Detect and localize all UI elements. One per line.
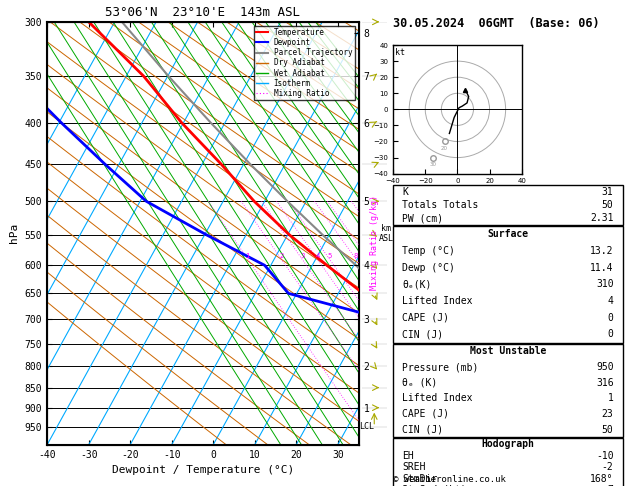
Text: Lifted Index: Lifted Index [403, 296, 473, 306]
Text: 30.05.2024  06GMT  (Base: 06): 30.05.2024 06GMT (Base: 06) [393, 17, 599, 30]
Text: 4: 4 [315, 253, 320, 260]
Text: 5: 5 [328, 253, 332, 260]
Y-axis label: hPa: hPa [9, 223, 19, 243]
Text: 4: 4 [608, 296, 613, 306]
Text: -2: -2 [602, 462, 613, 472]
Text: 0: 0 [608, 330, 613, 339]
Text: SREH: SREH [403, 462, 426, 472]
Text: 2.31: 2.31 [590, 213, 613, 224]
Text: 7: 7 [608, 485, 613, 486]
Text: Most Unstable: Most Unstable [470, 347, 546, 356]
Text: 168°: 168° [590, 473, 613, 484]
Text: 1: 1 [246, 253, 250, 260]
Text: Dewp (°C): Dewp (°C) [403, 262, 455, 273]
Text: 50: 50 [602, 425, 613, 434]
Text: 3: 3 [300, 253, 304, 260]
Text: K: K [403, 187, 408, 197]
Text: 1: 1 [608, 393, 613, 403]
Text: 23: 23 [602, 409, 613, 419]
Text: 950: 950 [596, 362, 613, 372]
Text: Pressure (mb): Pressure (mb) [403, 362, 479, 372]
Text: θₑ (K): θₑ (K) [403, 378, 438, 388]
Text: Surface: Surface [487, 229, 528, 239]
Title: 53°06'N  23°10'E  143m ASL: 53°06'N 23°10'E 143m ASL [105, 6, 301, 19]
Text: 50: 50 [602, 200, 613, 210]
Text: 0: 0 [608, 312, 613, 323]
Text: Totals Totals: Totals Totals [403, 200, 479, 210]
Text: 316: 316 [596, 378, 613, 388]
Text: kt: kt [395, 48, 404, 57]
Text: StmSpd (kt): StmSpd (kt) [403, 485, 467, 486]
Text: LCL: LCL [359, 422, 374, 431]
Y-axis label: km
ASL: km ASL [379, 224, 393, 243]
Text: CAPE (J): CAPE (J) [403, 312, 449, 323]
Text: 20: 20 [441, 145, 448, 151]
Text: StmDir: StmDir [403, 473, 438, 484]
Text: Hodograph: Hodograph [481, 439, 535, 449]
Text: © weatheronline.co.uk: © weatheronline.co.uk [393, 474, 506, 484]
Text: PW (cm): PW (cm) [403, 213, 443, 224]
Text: CIN (J): CIN (J) [403, 425, 443, 434]
Text: 2: 2 [279, 253, 284, 260]
Text: θₑ(K): θₑ(K) [403, 279, 431, 289]
Text: 30: 30 [430, 162, 437, 167]
Text: 310: 310 [596, 279, 613, 289]
Text: CIN (J): CIN (J) [403, 330, 443, 339]
Text: Mixing Ratio (g/kg): Mixing Ratio (g/kg) [370, 195, 379, 291]
Text: Temp (°C): Temp (°C) [403, 246, 455, 256]
Text: CAPE (J): CAPE (J) [403, 409, 449, 419]
Text: 31: 31 [602, 187, 613, 197]
Text: EH: EH [403, 451, 414, 461]
Text: Lifted Index: Lifted Index [403, 393, 473, 403]
Text: -10: -10 [596, 451, 613, 461]
X-axis label: Dewpoint / Temperature (°C): Dewpoint / Temperature (°C) [112, 465, 294, 475]
Text: 11.4: 11.4 [590, 262, 613, 273]
Text: 13.2: 13.2 [590, 246, 613, 256]
Text: 8: 8 [354, 253, 359, 260]
Legend: Temperature, Dewpoint, Parcel Trajectory, Dry Adiabat, Wet Adiabat, Isotherm, Mi: Temperature, Dewpoint, Parcel Trajectory… [254, 26, 355, 100]
